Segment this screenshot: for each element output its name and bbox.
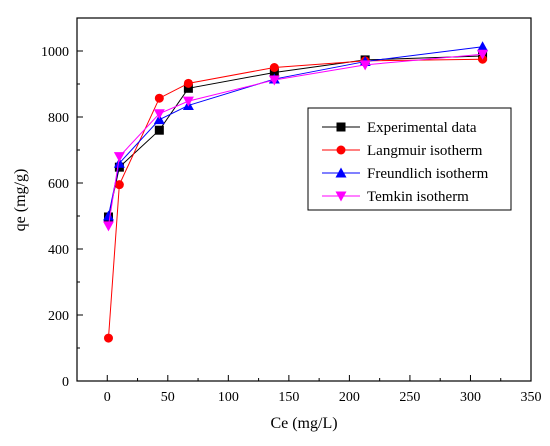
y-axis-title: qe (mg/g) <box>12 169 29 232</box>
legend-label: Experimental data <box>367 120 477 136</box>
data-point <box>268 75 280 86</box>
legend-label: Freundlich isotherm <box>367 166 489 182</box>
x-tick-label: 350 <box>521 390 542 405</box>
data-point <box>477 49 489 60</box>
data-point <box>103 333 113 343</box>
legend-label: Temkin isotherm <box>367 189 469 205</box>
legend-items: Experimental data Langmuir isotherm Freund… <box>322 120 489 205</box>
plot-frame <box>76 17 532 382</box>
x-tick-label: 100 <box>218 390 239 405</box>
legend-item: Langmuir isotherm <box>322 143 483 159</box>
axis-ticks: 0 50 100 150 200 250 300 350 0 200 400 600 800 1000 <box>41 17 542 405</box>
y-tick-label: 800 <box>48 111 69 126</box>
legend-marker <box>335 167 347 178</box>
legend-marker <box>335 191 347 202</box>
data-point <box>154 125 164 135</box>
x-tick-label: 0 <box>104 390 111 405</box>
legend-marker <box>336 145 346 155</box>
data-point <box>269 67 279 77</box>
legend-marker <box>336 122 346 132</box>
x-tick-label: 200 <box>339 390 360 405</box>
x-axis-title: Ce (mg/L) <box>270 415 337 432</box>
data-point <box>102 221 114 232</box>
x-tick-label: 300 <box>460 390 481 405</box>
data-point <box>154 93 164 103</box>
x-tick-label: 150 <box>278 390 299 405</box>
x-tick-label: 50 <box>161 390 175 405</box>
series-layer <box>102 41 489 343</box>
data-point <box>183 78 193 88</box>
x-tick-label: 250 <box>399 390 420 405</box>
legend: Experimental data Langmuir isotherm Freund… <box>307 107 512 211</box>
y-tick-label: 0 <box>62 375 69 390</box>
data-point <box>477 41 489 52</box>
data-point <box>102 210 114 221</box>
legend-label: Langmuir isotherm <box>367 143 483 159</box>
data-point <box>359 60 371 71</box>
legend-item: Freundlich isotherm <box>322 166 489 182</box>
y-tick-label: 400 <box>48 243 69 258</box>
legend-item: Temkin isotherm <box>322 189 469 205</box>
data-point <box>183 83 193 93</box>
data-point <box>153 109 165 120</box>
data-point <box>113 157 125 168</box>
data-point <box>182 96 194 107</box>
y-tick-label: 200 <box>48 309 69 324</box>
y-tick-label: 600 <box>48 177 69 192</box>
data-point <box>269 63 279 72</box>
series-3 <box>102 49 489 232</box>
data-point <box>113 152 125 163</box>
data-point <box>114 180 124 190</box>
legend-item: Experimental data <box>322 120 477 136</box>
y-tick-label: 1000 <box>41 45 69 60</box>
